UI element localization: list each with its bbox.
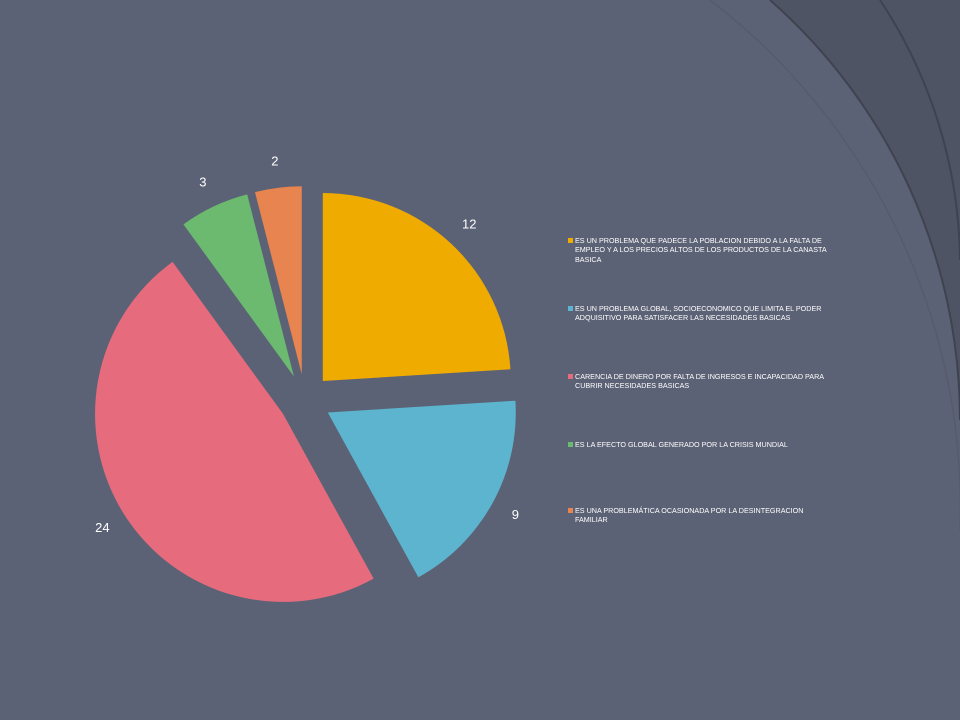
- legend-label: ES UNA PROBLEMÁTICA OCASIONADA POR LA DE…: [575, 506, 830, 525]
- legend-label: CARENCIA DE DINERO POR FALTA DE INGRESOS…: [575, 372, 830, 391]
- legend-item: ES UN PROBLEMA GLOBAL, SOCIOECONOMICO QU…: [568, 304, 830, 323]
- legend-label: ES UN PROBLEMA GLOBAL, SOCIOECONOMICO QU…: [575, 304, 830, 323]
- legend-label: ES LA EFECTO GLOBAL GENERADO POR LA CRIS…: [575, 440, 788, 449]
- legend-swatch: [568, 442, 573, 447]
- legend-item: ES UNA PROBLEMÁTICA OCASIONADA POR LA DE…: [568, 506, 830, 525]
- pie-value-label: 9: [512, 507, 519, 522]
- legend-item: ES UN PROBLEMA QUE PADECE LA POBLACION D…: [568, 236, 830, 264]
- pie-value-label: 24: [95, 520, 109, 535]
- pie-value-label: 12: [462, 216, 476, 231]
- legend-swatch: [568, 508, 573, 513]
- legend-item: ES LA EFECTO GLOBAL GENERADO POR LA CRIS…: [568, 440, 830, 449]
- legend-swatch: [568, 238, 573, 243]
- legend-swatch: [568, 306, 573, 311]
- legend-swatch: [568, 374, 573, 379]
- pie-slices: [95, 186, 516, 602]
- pie-slice-falta-empleo: [323, 193, 511, 381]
- legend-label: ES UN PROBLEMA QUE PADECE LA POBLACION D…: [575, 236, 830, 264]
- pie-value-label: 3: [199, 174, 206, 189]
- pie-value-label: 2: [271, 153, 278, 168]
- legend-item: CARENCIA DE DINERO POR FALTA DE INGRESOS…: [568, 372, 830, 391]
